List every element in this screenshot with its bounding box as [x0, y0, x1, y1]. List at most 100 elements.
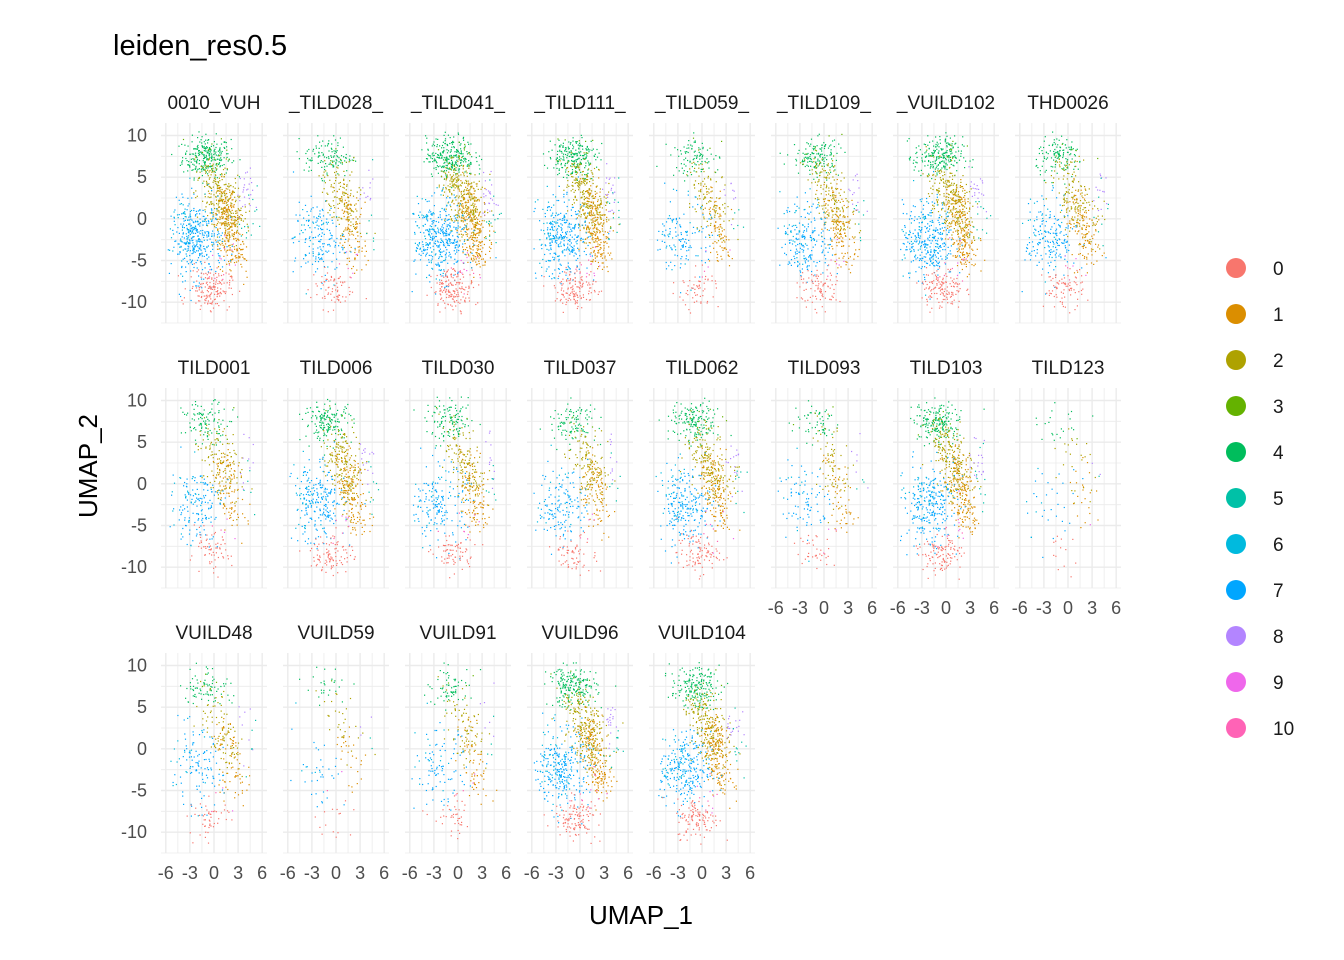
point [215, 181, 217, 183]
point [576, 178, 578, 180]
point [476, 185, 478, 187]
point [428, 154, 430, 157]
point [194, 227, 196, 229]
point [603, 249, 605, 251]
point [457, 149, 459, 151]
point [212, 254, 214, 256]
point [333, 296, 335, 298]
point [554, 277, 556, 279]
point [468, 190, 470, 192]
point [209, 170, 211, 172]
point [689, 161, 691, 163]
point [594, 216, 596, 218]
point [564, 255, 566, 257]
point [698, 164, 700, 166]
point [583, 182, 585, 184]
point [205, 154, 207, 156]
point [554, 238, 556, 240]
point [693, 158, 695, 160]
point [453, 226, 455, 228]
point [361, 247, 363, 249]
point [448, 171, 450, 173]
point [453, 263, 455, 265]
point [426, 142, 428, 144]
point [208, 263, 210, 265]
point [183, 213, 185, 215]
point [225, 172, 227, 174]
point [587, 197, 589, 199]
point [211, 241, 213, 243]
point [587, 212, 589, 214]
point [455, 214, 457, 216]
point [230, 261, 232, 263]
point [339, 251, 341, 253]
point [584, 202, 586, 204]
point [582, 238, 584, 240]
point [587, 205, 589, 207]
point [579, 183, 581, 185]
point [200, 151, 202, 153]
point [337, 144, 339, 147]
point [215, 151, 217, 153]
point [581, 174, 583, 176]
point [568, 250, 571, 252]
point [438, 256, 440, 258]
point [445, 289, 448, 291]
point [589, 207, 591, 209]
point [201, 232, 204, 234]
point [194, 246, 196, 248]
point [220, 154, 222, 156]
point [704, 160, 706, 163]
point [207, 277, 209, 279]
point [448, 255, 450, 257]
point [199, 233, 201, 235]
panel-grid [161, 123, 267, 324]
point [437, 304, 439, 306]
point [596, 212, 598, 214]
point [704, 196, 706, 198]
point [193, 148, 195, 150]
point [426, 294, 428, 296]
point [463, 193, 466, 195]
point [443, 235, 445, 237]
point [307, 289, 309, 291]
point [572, 279, 574, 281]
point [205, 295, 207, 297]
point [694, 141, 696, 143]
point [204, 148, 207, 150]
point [205, 206, 207, 208]
point [706, 158, 708, 160]
point [225, 142, 227, 144]
point [235, 261, 238, 263]
point [596, 237, 598, 239]
point [198, 177, 200, 179]
point [206, 159, 208, 161]
point [209, 238, 211, 240]
point [478, 234, 480, 236]
point [204, 162, 206, 164]
point [333, 284, 335, 286]
point [223, 247, 225, 249]
point [573, 255, 575, 257]
point [189, 223, 191, 225]
point [206, 294, 208, 296]
point [333, 216, 335, 218]
point [206, 278, 208, 280]
point [605, 201, 607, 203]
point [223, 207, 225, 209]
point [426, 276, 428, 279]
point [426, 137, 428, 139]
point [240, 209, 242, 211]
point [437, 216, 439, 218]
point [230, 222, 232, 224]
point [588, 299, 591, 301]
point [446, 234, 448, 237]
point [678, 155, 680, 157]
point [584, 180, 586, 182]
point [245, 246, 248, 248]
point [459, 271, 461, 273]
point [186, 238, 188, 240]
point [298, 240, 300, 242]
point [554, 252, 556, 254]
point [561, 219, 563, 221]
